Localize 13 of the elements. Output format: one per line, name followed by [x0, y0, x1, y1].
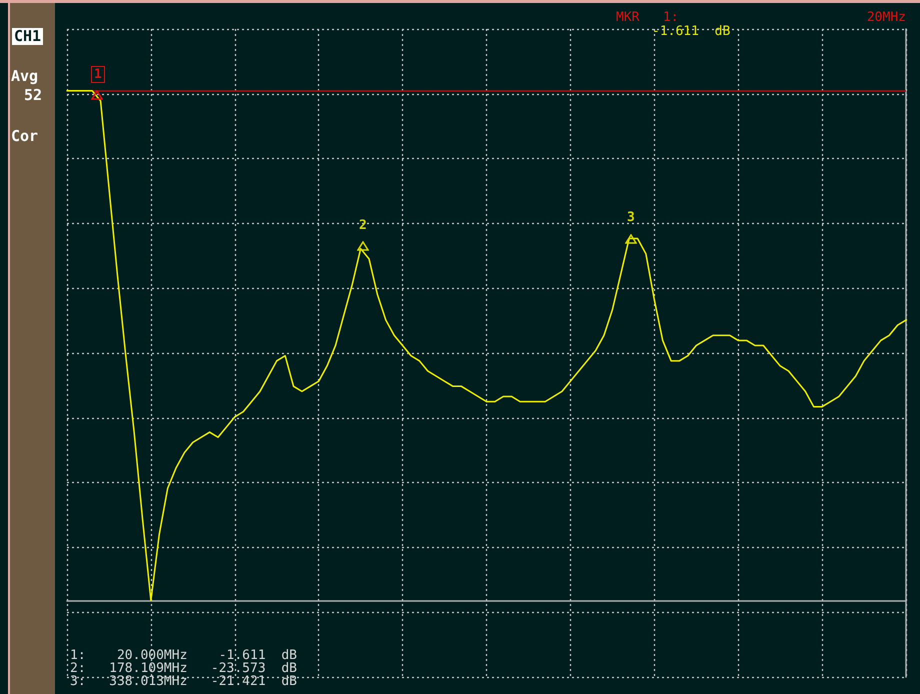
text: -1.611 dB [652, 24, 730, 39]
text: 52 [24, 86, 42, 104]
text: 2: 178.109MHz -23.573 dB [70, 661, 297, 676]
annotation: 3 [627, 210, 635, 225]
text: 1 [91, 66, 105, 83]
text: Avg [11, 67, 38, 85]
text: CH1 [12, 27, 44, 45]
text: 1: 20.000MHz -1.611 dB [70, 648, 297, 663]
text: Cor [11, 127, 38, 145]
text: 20MHz [866, 10, 906, 25]
text: MKR 1: [616, 10, 679, 25]
text: 3: 338.013MHz -21.421 dB [70, 674, 297, 689]
annotation: 2 [359, 218, 367, 233]
